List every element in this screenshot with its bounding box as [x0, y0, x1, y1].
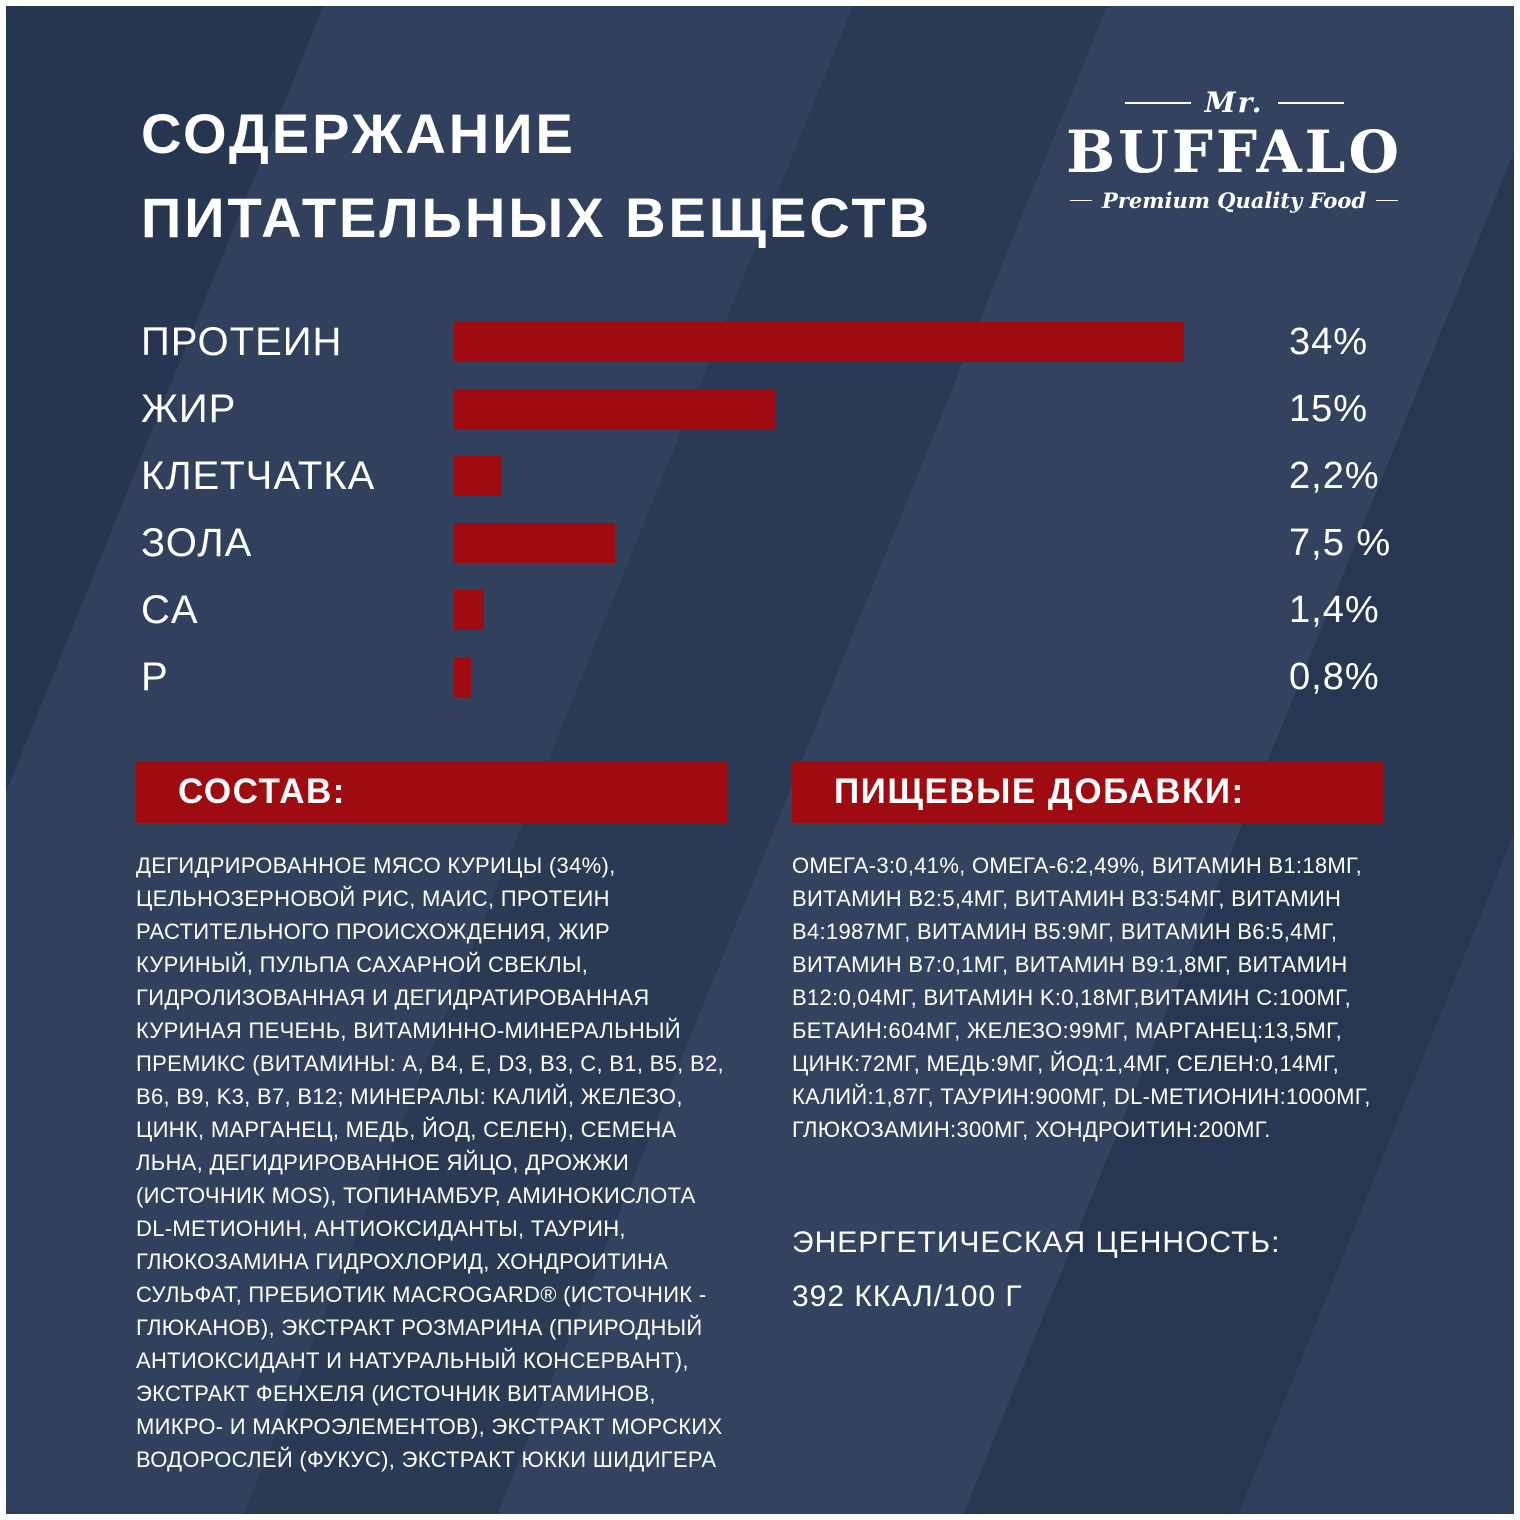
energy-block: ЭНЕРГЕТИЧЕСКАЯ ЦЕННОСТЬ: 392 ККАЛ/100 Г — [792, 1216, 1384, 1324]
chart-value-label: 2,2% — [1289, 454, 1380, 497]
chart-value-label: 7,5 % — [1289, 521, 1392, 564]
chart-track — [454, 590, 1184, 630]
chart-bar — [454, 590, 485, 630]
composition-section: СОСТАВ: ДЕГИДРИРОВАННОЕ МЯСО КУРИЦЫ (34%… — [136, 761, 728, 1476]
nutrition-info-poster: СОДЕРЖАНИЕ ПИТАТЕЛЬНЫХ ВЕЩЕСТВ Mr. BUFFA… — [6, 6, 1514, 1514]
nutrient-bar-chart: ПРОТЕИН 34% ЖИР 15% КЛЕТЧАТКА 2,2% — [6, 319, 1514, 699]
energy-value: 392 ККАЛ/100 Г — [792, 1280, 1023, 1313]
page-title-line-2: ПИТАТЕЛЬНЫХ ВЕЩЕСТВ — [141, 186, 933, 249]
header: СОДЕРЖАНИЕ ПИТАТЕЛЬНЫХ ВЕЩЕСТВ Mr. BUFFA… — [6, 6, 1514, 260]
chart-row-ash: ЗОЛА 7,5 % — [141, 520, 1514, 565]
brand-logo: Mr. BUFFALO Premium Quality Food — [1066, 86, 1402, 213]
logo-tagline-text: Premium Quality Food — [1102, 187, 1367, 213]
logo-brand-name: BUFFALO — [1066, 118, 1402, 186]
chart-label: ПРОТЕИН — [141, 319, 343, 364]
chart-label: ЖИР — [141, 386, 237, 431]
chart-label: CA — [141, 587, 199, 632]
chart-bar — [454, 657, 472, 697]
logo-rule-right — [1277, 101, 1344, 104]
chart-value-label: 34% — [1289, 320, 1369, 363]
tagline-rule-left — [1070, 199, 1093, 201]
page-title: СОДЕРЖАНИЕ ПИТАТЕЛЬНЫХ ВЕЩЕСТВ — [141, 92, 932, 260]
composition-header: СОСТАВ: — [136, 761, 728, 823]
logo-prefix-text: Mr. — [1204, 86, 1264, 119]
logo-tagline-row: Premium Quality Food — [1066, 188, 1402, 213]
composition-header-label: СОСТАВ: — [178, 772, 346, 811]
chart-track — [454, 523, 1184, 563]
logo-prefix-row: Mr. — [1066, 86, 1402, 119]
chart-bar — [454, 523, 616, 563]
additives-header-label: ПИЩЕВЫЕ ДОБАВКИ: — [834, 772, 1245, 811]
chart-value-label: 1,4% — [1289, 588, 1380, 631]
details-columns: СОСТАВ: ДЕГИДРИРОВАННОЕ МЯСО КУРИЦЫ (34%… — [6, 761, 1514, 1476]
chart-row-fat: ЖИР 15% — [141, 386, 1514, 431]
logo-rule-left — [1124, 101, 1191, 104]
energy-title: ЭНЕРГЕТИЧЕСКАЯ ЦЕННОСТЬ: — [792, 1226, 1281, 1259]
chart-value-label: 0,8% — [1289, 655, 1380, 698]
page-title-line-1: СОДЕРЖАНИЕ — [141, 102, 576, 165]
chart-row-phosphorus: P 0,8% — [141, 654, 1514, 699]
chart-track — [454, 322, 1184, 362]
tagline-rule-right — [1376, 199, 1399, 201]
chart-track — [454, 389, 1184, 429]
additives-text: ОМЕГА-3:0,41%, ОМЕГА-6:2,49%, ВИТАМИН B1… — [792, 853, 1371, 1142]
chart-value-label: 15% — [1289, 387, 1369, 430]
composition-text: ДЕГИДРИРОВАННОЕ МЯСО КУРИЦЫ (34%), ЦЕЛЬН… — [136, 853, 724, 1472]
chart-label: ЗОЛА — [141, 520, 253, 565]
additives-section: ПИЩЕВЫЕ ДОБАВКИ: ОМЕГА-3:0,41%, ОМЕГА-6:… — [792, 761, 1384, 1476]
chart-row-calcium: CA 1,4% — [141, 587, 1514, 632]
chart-bar — [454, 389, 777, 429]
chart-bar — [454, 456, 502, 496]
chart-bar — [454, 322, 1184, 362]
chart-row-protein: ПРОТЕИН 34% — [141, 319, 1514, 364]
additives-header: ПИЩЕВЫЕ ДОБАВКИ: — [792, 761, 1384, 823]
chart-label: КЛЕТЧАТКА — [141, 453, 376, 498]
chart-label: P — [141, 654, 169, 699]
chart-track — [454, 456, 1184, 496]
chart-track — [454, 657, 1184, 697]
chart-row-fiber: КЛЕТЧАТКА 2,2% — [141, 453, 1514, 498]
